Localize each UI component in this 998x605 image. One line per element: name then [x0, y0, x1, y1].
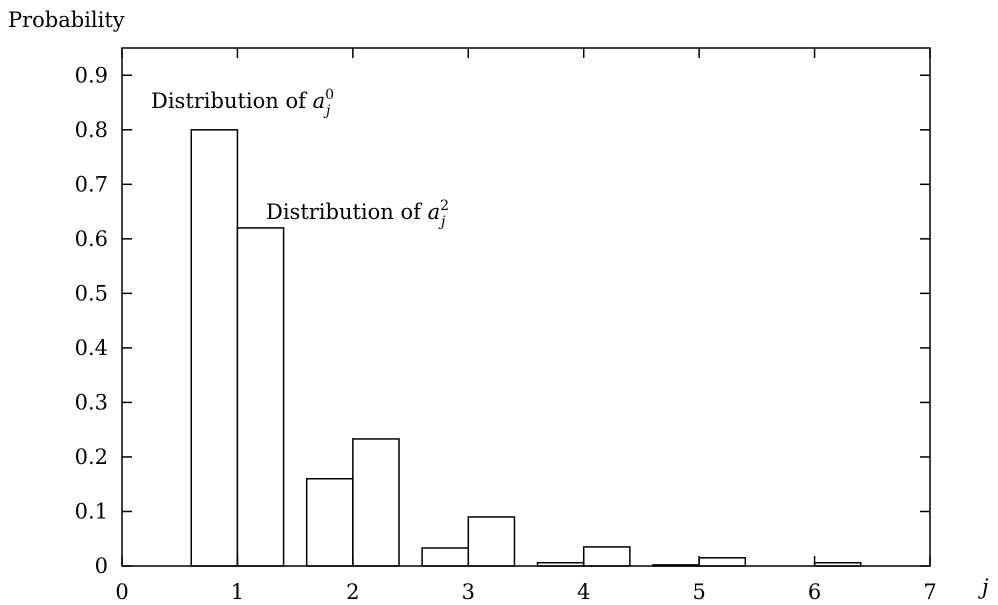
annotation-a0-sub: j: [323, 103, 331, 119]
ticks-group: 0 0.1 0.2 0.3 0.4 0.5 0.6 0.7 0.8 0.9 0 1 2 3 4 5 6 7: [75, 48, 937, 604]
bar-series1-x3: [467, 516, 516, 567]
x-tick-label-5: 5: [692, 580, 705, 604]
bar-series1-x1: [236, 227, 285, 567]
bar-series0-x2: [305, 478, 354, 567]
annotation-a0-var: a: [313, 89, 326, 113]
bar-series0-x1: [190, 129, 239, 567]
y-tick-label-7: 0.7: [75, 172, 108, 196]
annotation-a2-sub: j: [438, 214, 446, 230]
x-tick-label-0: 0: [115, 580, 128, 604]
bars-group: [190, 129, 862, 567]
bar-series1-x4: [582, 546, 631, 567]
y-tick-label-3: 0.3: [75, 390, 108, 414]
annotation-a2: Distribution of a2 j: [266, 198, 449, 230]
y-tick-label-4: 0.4: [75, 336, 108, 360]
x-tick-label-6: 6: [808, 580, 821, 604]
bar-series1-x2: [352, 438, 400, 567]
annotation-a2-prefix: Distribution of: [266, 200, 428, 224]
y-tick-label-9: 0.9: [75, 63, 108, 87]
annotation-a0: Distribution of a0 j: [151, 87, 334, 119]
y-tick-label-1: 0.1: [75, 499, 108, 523]
x-tick-label-2: 2: [346, 580, 359, 604]
annotation-a2-sup: 2: [440, 198, 449, 214]
annotation-a0-sup: 0: [325, 87, 334, 103]
x-tick-label-1: 1: [231, 580, 244, 604]
y-tick-label-2: 0.2: [75, 445, 108, 469]
x-tick-label-3: 3: [462, 580, 475, 604]
y-tick-label-5: 0.5: [75, 281, 108, 305]
y-axis-title: Probability: [8, 8, 125, 32]
x-tick-label-7: 7: [923, 580, 936, 604]
y-tick-label-6: 0.6: [75, 227, 108, 251]
bar-series0-x3: [421, 547, 470, 567]
annotation-a2-var: a: [428, 200, 441, 224]
y-tick-label-0: 0: [95, 554, 108, 578]
x-tick-label-4: 4: [577, 580, 590, 604]
annotation-a0-prefix: Distribution of: [151, 89, 313, 113]
y-tick-label-8: 0.8: [75, 118, 108, 142]
plot-frame: [121, 47, 931, 567]
bar-series1-x5: [698, 557, 747, 567]
x-axis-title: j: [978, 575, 989, 599]
